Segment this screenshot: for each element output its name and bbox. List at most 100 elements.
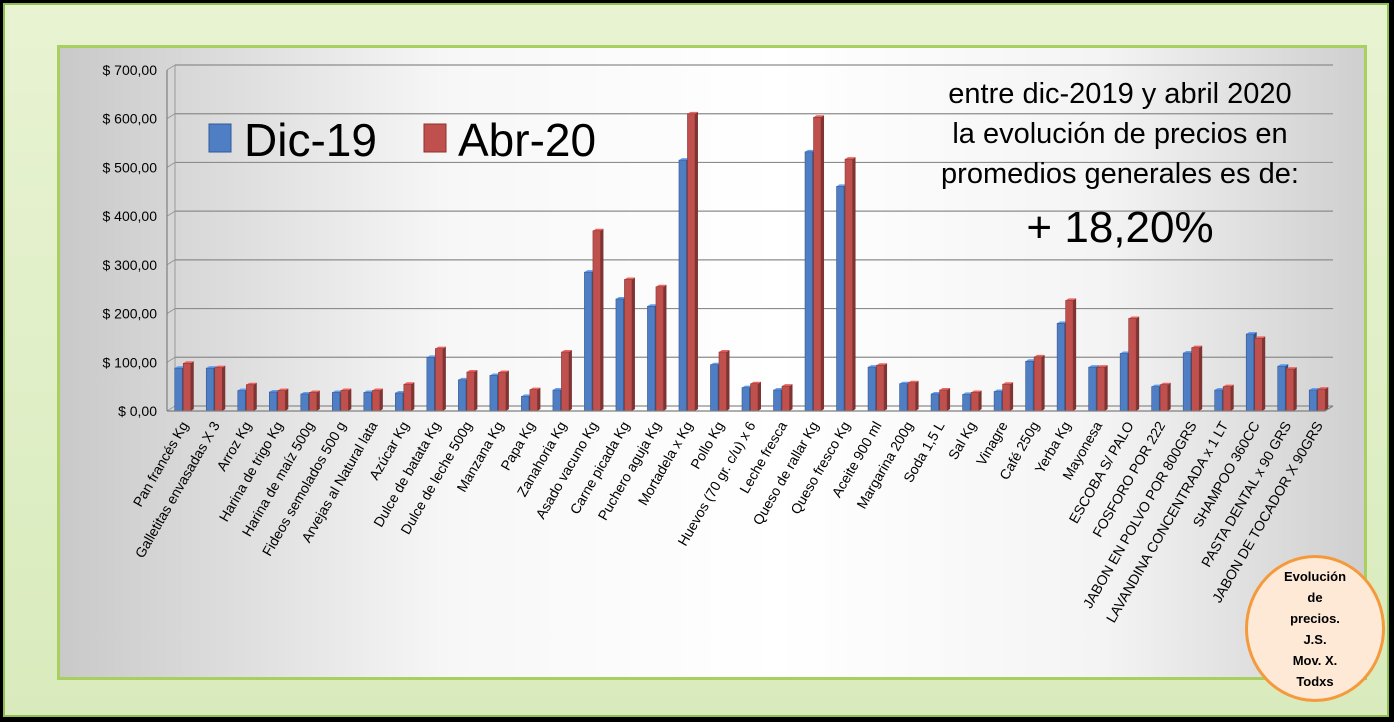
bar-dic-19 (552, 389, 561, 412)
bar-dic-19 (930, 393, 939, 412)
bar-top-dic-19 (710, 362, 721, 365)
bar-abr-20 (1222, 386, 1232, 412)
bar-abr-20 (1033, 356, 1042, 412)
legend-swatch-abr-20 (423, 123, 447, 153)
bar-top-abr-20 (908, 380, 919, 383)
bar-top-dic-19 (1151, 384, 1163, 387)
bar-dic-19 (584, 271, 593, 412)
bar-top-dic-19 (836, 184, 848, 187)
bar-top-abr-20 (183, 361, 194, 364)
bar-side-abr-20 (316, 390, 320, 411)
bar-abr-20 (561, 351, 570, 412)
chart-bars (174, 111, 1329, 412)
bar-abr-20 (655, 286, 664, 412)
bar-dic-19 (993, 391, 1002, 412)
legend-label-dic-19: Dic-19 (244, 114, 377, 166)
bar-top-dic-19 (363, 390, 375, 393)
bar-top-abr-20 (372, 388, 383, 391)
bar-abr-20 (939, 389, 948, 412)
bar-abr-20 (529, 389, 538, 412)
bar-dic-19 (458, 379, 467, 412)
bar-dic-19 (773, 389, 782, 412)
bar-side-abr-20 (379, 388, 383, 411)
bar-dic-19 (1214, 389, 1223, 412)
bar-dic-19 (1088, 366, 1097, 412)
badge-line: J.S. (1303, 631, 1327, 647)
bar-top-abr-20 (624, 277, 635, 280)
bar-abr-20 (907, 382, 916, 412)
bar-dic-19 (332, 392, 341, 412)
bar-abr-20 (498, 372, 507, 412)
bar-top-abr-20 (718, 350, 730, 353)
bar-top-dic-19 (931, 391, 942, 394)
bar-top-dic-19 (899, 381, 911, 384)
gridline-depth (166, 259, 176, 266)
bar-top-abr-20 (813, 115, 825, 118)
bar-dic-19 (489, 375, 498, 412)
badge-line: Mov. X. (1292, 652, 1338, 668)
gridline-depth (166, 64, 176, 71)
x-tick-label: Sal Kg (945, 419, 979, 463)
bar-side-abr-20 (1167, 382, 1171, 411)
bar-top-abr-20 (687, 111, 698, 114)
bar-top-dic-19 (1277, 364, 1289, 367)
bar-dic-19 (867, 366, 876, 412)
bar-top-abr-20 (1034, 354, 1045, 357)
bar-side-abr-20 (694, 111, 698, 411)
bar-dic-19 (395, 392, 404, 412)
bar-side-abr-20 (1325, 387, 1329, 411)
bar-abr-20 (245, 384, 255, 412)
bar-top-dic-19 (1057, 321, 1068, 324)
bar-side-abr-20 (537, 387, 541, 411)
bar-top-abr-20 (592, 228, 604, 231)
bar-top-dic-19 (1025, 359, 1037, 362)
gridline-depth (166, 162, 176, 168)
bar-side-abr-20 (568, 350, 572, 411)
gridline-depth (166, 405, 176, 412)
bar-abr-20 (1317, 388, 1326, 412)
bar-abr-20 (403, 383, 412, 412)
bar-side-abr-20 (1262, 336, 1266, 411)
gridline-depth (166, 308, 176, 314)
bar-dic-19 (1151, 386, 1160, 412)
bar-dic-19 (710, 364, 719, 412)
bar-top-dic-19 (300, 391, 312, 394)
y-tick-label: $ 0,00 (118, 403, 157, 419)
gridline-depth (166, 356, 176, 363)
annotation-line-3: promedios generales es de: (941, 158, 1299, 190)
bar-dic-19 (1277, 365, 1286, 412)
bar-abr-20 (340, 390, 349, 412)
bar-dic-19 (899, 383, 908, 412)
bar-dic-19 (615, 298, 624, 412)
bar-top-abr-20 (246, 382, 257, 385)
bar-side-abr-20 (411, 382, 415, 411)
bar-side-abr-20 (631, 277, 635, 411)
bar-side-abr-20 (726, 350, 730, 411)
bar-side-abr-20 (1041, 354, 1045, 411)
gridline-depth (166, 210, 176, 217)
bar-top-abr-20 (971, 390, 982, 393)
bar-top-abr-20 (1286, 367, 1297, 370)
credit-badge: Evolución de precios. J.S. Mov. X. Todxs (1245, 555, 1385, 702)
y-tick-label: $ 600,00 (103, 111, 158, 127)
bar-abr-20 (592, 230, 601, 412)
bar-abr-20 (309, 392, 318, 412)
bar-top-dic-19 (521, 394, 532, 397)
bar-abr-20 (781, 385, 790, 412)
bar-top-dic-19 (1183, 351, 1194, 354)
bar-top-abr-20 (309, 390, 320, 393)
bar-side-abr-20 (1293, 367, 1297, 411)
bar-top-dic-19 (395, 390, 406, 393)
bar-side-abr-20 (947, 388, 951, 411)
x-axis-depth (1324, 405, 1334, 412)
bar-top-dic-19 (1309, 388, 1320, 391)
bar-side-abr-20 (1199, 345, 1203, 411)
bar-top-abr-20 (466, 370, 478, 373)
bar-side-abr-20 (285, 388, 289, 411)
bar-top-dic-19 (647, 304, 658, 307)
bar-side-abr-20 (978, 390, 982, 411)
bar-side-abr-20 (663, 284, 667, 411)
bar-dic-19 (521, 396, 530, 412)
bar-abr-20 (813, 116, 822, 412)
bar-top-dic-19 (678, 158, 690, 161)
